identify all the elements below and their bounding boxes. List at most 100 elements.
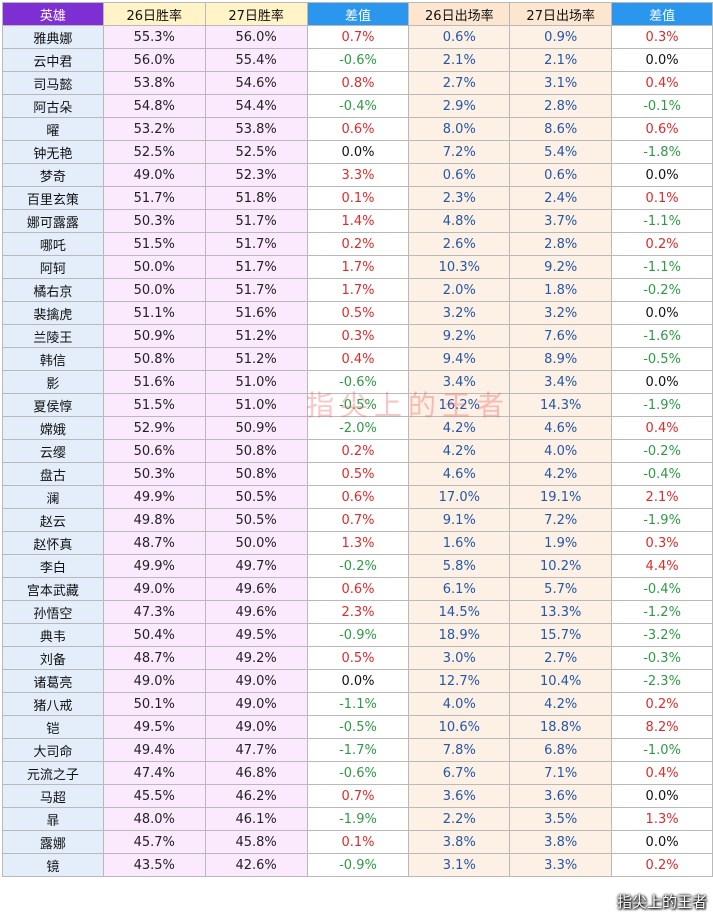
cell-win-diff: 0.0% [306,669,410,693]
cell-win-26: 49.5% [102,715,206,739]
cell-win-26: 48.7% [102,646,206,670]
cell-win-diff: 0.6% [306,117,410,141]
cell-hero: 百里玄策 [2,186,104,210]
table-row: 兰陵王 50.9% 51.2% 0.3% 9.2% 7.6% -1.6% [2,324,713,348]
cell-hero: 梦奇 [2,163,104,187]
cell-win-27: 49.6% [204,577,308,601]
cell-win-27: 53.8% [204,117,308,141]
cell-win-26: 50.3% [102,462,206,486]
table-row: 刘备 48.7% 49.2% 0.5% 3.0% 2.7% -0.3% [2,646,713,670]
cell-win-26: 49.0% [102,577,206,601]
cell-win-diff: 1.7% [306,255,410,279]
table-row: 赵云 49.8% 50.5% 0.7% 9.1% 7.2% -1.9% [2,508,713,532]
cell-pick-diff: -0.3% [611,646,713,670]
cell-pick-27: 1.9% [509,531,613,555]
cell-win-27: 51.8% [204,186,308,210]
cell-pick-diff: 0.3% [611,25,713,49]
cell-win-diff: 0.4% [306,347,410,371]
cell-win-27: 42.6% [204,853,308,877]
table-row: 铠 49.5% 49.0% -0.5% 10.6% 18.8% 8.2% [2,715,713,739]
cell-pick-26: 2.3% [408,186,511,210]
cell-pick-27: 3.7% [509,209,613,233]
cell-win-26: 51.7% [102,186,206,210]
header-win-27: 27日胜率 [204,2,308,26]
cell-pick-26: 9.2% [408,324,511,348]
cell-hero: 裴擒虎 [2,301,104,325]
cell-pick-26: 4.0% [408,692,511,716]
cell-hero: 猪八戒 [2,692,104,716]
cell-pick-27: 2.8% [509,232,613,256]
cell-win-26: 47.4% [102,761,206,785]
cell-pick-27: 0.9% [509,25,613,49]
cell-pick-diff: 0.6% [611,117,713,141]
cell-pick-27: 2.1% [509,48,613,72]
table-row: 云中君 56.0% 55.4% -0.6% 2.1% 2.1% 0.0% [2,48,713,72]
cell-pick-27: 10.2% [509,554,613,578]
cell-pick-27: 5.7% [509,577,613,601]
cell-win-26: 50.0% [102,278,206,302]
cell-win-diff: 2.3% [306,600,410,624]
cell-win-26: 49.9% [102,485,206,509]
cell-pick-diff: 0.3% [611,531,713,555]
cell-win-diff: 0.6% [306,577,410,601]
cell-win-26: 49.4% [102,738,206,762]
cell-pick-27: 2.4% [509,186,613,210]
cell-pick-27: 3.3% [509,853,613,877]
cell-win-26: 45.7% [102,830,206,854]
cell-pick-27: 8.9% [509,347,613,371]
cell-pick-diff: 0.0% [611,830,713,854]
cell-win-diff: -0.4% [306,94,410,118]
cell-hero: 钟无艳 [2,140,104,164]
cell-pick-diff: -0.2% [611,439,713,463]
cell-hero: 雅典娜 [2,25,104,49]
cell-pick-27: 8.6% [509,117,613,141]
cell-hero: 诸葛亮 [2,669,104,693]
cell-win-26: 50.8% [102,347,206,371]
table-row: 盘古 50.3% 50.8% 0.5% 4.6% 4.2% -0.4% [2,462,713,486]
cell-win-27: 51.7% [204,255,308,279]
cell-pick-diff: -1.8% [611,140,713,164]
cell-win-27: 45.8% [204,830,308,854]
cell-win-26: 51.5% [102,232,206,256]
table-row: 露娜 45.7% 45.8% 0.1% 3.8% 3.8% 0.0% [2,830,713,854]
cell-pick-diff: 0.2% [611,232,713,256]
cell-win-diff: -0.5% [306,715,410,739]
cell-pick-diff: -1.2% [611,600,713,624]
cell-win-27: 50.0% [204,531,308,555]
cell-win-diff: 0.5% [306,301,410,325]
cell-hero: 哪吒 [2,232,104,256]
cell-win-diff: 0.3% [306,324,410,348]
cell-hero: 暃 [2,807,104,831]
cell-pick-27: 4.2% [509,462,613,486]
cell-pick-26: 4.2% [408,416,511,440]
table-row: 阿轲 50.0% 51.7% 1.7% 10.3% 9.2% -1.1% [2,255,713,279]
table-row: 夏侯惇 51.5% 51.0% -0.5% 16.2% 14.3% -1.9% [2,393,713,417]
cell-win-26: 49.9% [102,554,206,578]
header-hero: 英雄 [2,2,104,26]
cell-win-27: 52.3% [204,163,308,187]
cell-pick-26: 9.4% [408,347,511,371]
cell-pick-26: 2.2% [408,807,511,831]
cell-pick-26: 16.2% [408,393,511,417]
cell-pick-26: 10.6% [408,715,511,739]
table-row: 大司命 49.4% 47.7% -1.7% 7.8% 6.8% -1.0% [2,738,713,762]
cell-hero: 镜 [2,853,104,877]
table-row: 典韦 50.4% 49.5% -0.9% 18.9% 15.7% -3.2% [2,623,713,647]
table-row: 阿古朵 54.8% 54.4% -0.4% 2.9% 2.8% -0.1% [2,94,713,118]
cell-hero: 赵云 [2,508,104,532]
cell-win-27: 49.5% [204,623,308,647]
cell-pick-diff: -0.2% [611,278,713,302]
cell-win-26: 50.0% [102,255,206,279]
cell-hero: 云中君 [2,48,104,72]
cell-win-diff: 0.7% [306,784,410,808]
cell-pick-diff: -2.3% [611,669,713,693]
cell-pick-27: 4.6% [509,416,613,440]
cell-win-26: 43.5% [102,853,206,877]
cell-win-27: 52.5% [204,140,308,164]
cell-hero: 宫本武藏 [2,577,104,601]
cell-pick-27: 15.7% [509,623,613,647]
cell-win-diff: 0.7% [306,25,410,49]
cell-pick-26: 3.8% [408,830,511,854]
cell-win-diff: -0.2% [306,554,410,578]
cell-win-diff: 0.5% [306,646,410,670]
